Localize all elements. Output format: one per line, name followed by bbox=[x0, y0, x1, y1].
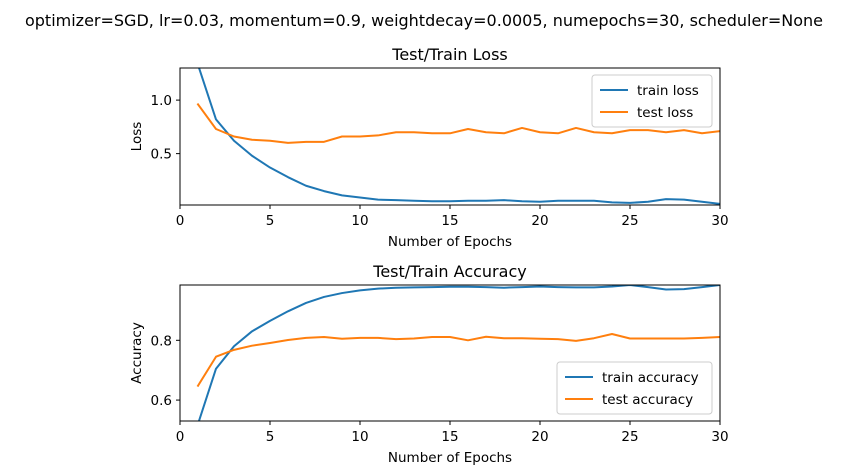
y-tick-label: 1.0 bbox=[151, 93, 172, 109]
panels: Test/Train Loss 0 5 10 15 20 25 30 0.5 1.0 Number … bbox=[129, 45, 729, 466]
x-tick-label: 25 bbox=[621, 213, 638, 229]
x-tick-label: 30 bbox=[711, 213, 728, 229]
legend-box bbox=[556, 361, 713, 415]
y-axis-label: Loss bbox=[129, 122, 145, 152]
x-axis-label: Number of Epochs bbox=[388, 234, 512, 250]
x-tick-label: 5 bbox=[266, 213, 275, 229]
legend-label: train accuracy bbox=[602, 370, 699, 386]
x-tick-label: 30 bbox=[711, 429, 728, 445]
series-line-train-loss bbox=[198, 68, 720, 205]
x-tick-label: 0 bbox=[176, 213, 185, 229]
x-tick-label: 20 bbox=[531, 213, 548, 229]
x-axis-label: Number of Epochs bbox=[388, 450, 512, 466]
x-tick-label: 15 bbox=[441, 429, 458, 445]
chart-panel-2: Test/Train Accuracy 0 5 10 15 20 25 30 0.6 0.8 Num… bbox=[129, 262, 729, 466]
legend-box bbox=[591, 74, 713, 128]
legend-label: test accuracy bbox=[602, 392, 693, 408]
x-tick-label: 5 bbox=[266, 429, 275, 445]
y-tick-label: 0.8 bbox=[151, 333, 172, 349]
series-line-test-loss bbox=[196, 102, 720, 144]
chart-title: Test/Train Loss bbox=[391, 45, 507, 64]
y-axis-label: Accuracy bbox=[129, 322, 145, 384]
legend: train accuracy test accuracy bbox=[556, 361, 713, 415]
y-tick-label: 0.6 bbox=[151, 393, 172, 409]
chart-panel-1: Test/Train Loss 0 5 10 15 20 25 30 0.5 1.0 Number … bbox=[129, 45, 729, 250]
legend: train loss test loss bbox=[591, 74, 713, 128]
series-line-test-accuracy bbox=[196, 333, 720, 388]
x-tick-label: 20 bbox=[531, 429, 548, 445]
x-tick-label: 25 bbox=[621, 429, 638, 445]
legend-label: train loss bbox=[637, 83, 699, 99]
y-tick-label: 0.5 bbox=[151, 147, 172, 163]
x-tick-label: 10 bbox=[351, 429, 368, 445]
figure-suptitle: optimizer=SGD, lr=0.03, momentum=0.9, we… bbox=[25, 11, 823, 30]
legend-label: test loss bbox=[637, 105, 693, 121]
chart-title: Test/Train Accuracy bbox=[372, 262, 526, 281]
x-tick-label: 0 bbox=[176, 429, 185, 445]
x-tick-label: 10 bbox=[351, 213, 368, 229]
x-tick-label: 15 bbox=[441, 213, 458, 229]
